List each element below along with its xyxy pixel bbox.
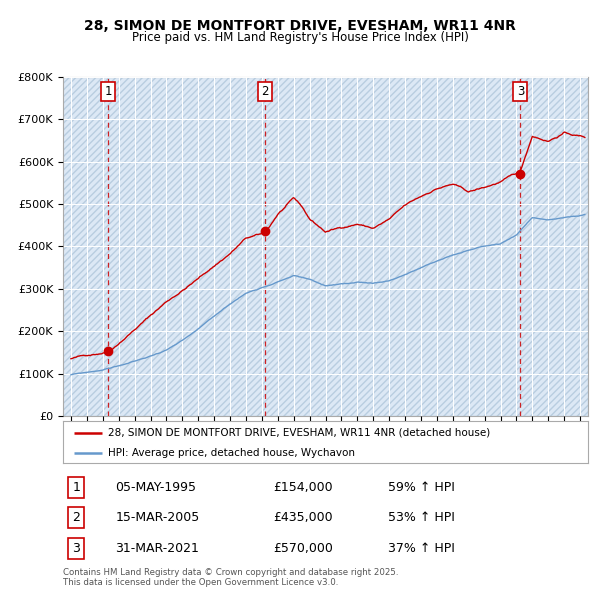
Text: £570,000: £570,000 (273, 542, 333, 555)
Text: 53% ↑ HPI: 53% ↑ HPI (389, 512, 455, 525)
Text: 3: 3 (517, 85, 524, 98)
Text: 1: 1 (72, 481, 80, 494)
Text: 28, SIMON DE MONTFORT DRIVE, EVESHAM, WR11 4NR: 28, SIMON DE MONTFORT DRIVE, EVESHAM, WR… (84, 19, 516, 33)
Text: Price paid vs. HM Land Registry's House Price Index (HPI): Price paid vs. HM Land Registry's House … (131, 31, 469, 44)
Text: Contains HM Land Registry data © Crown copyright and database right 2025.
This d: Contains HM Land Registry data © Crown c… (63, 568, 398, 587)
Text: 28, SIMON DE MONTFORT DRIVE, EVESHAM, WR11 4NR (detached house): 28, SIMON DE MONTFORT DRIVE, EVESHAM, WR… (107, 428, 490, 438)
Text: 05-MAY-1995: 05-MAY-1995 (115, 481, 197, 494)
Text: 2: 2 (72, 512, 80, 525)
Text: HPI: Average price, detached house, Wychavon: HPI: Average price, detached house, Wych… (107, 448, 355, 457)
Text: 31-MAR-2021: 31-MAR-2021 (115, 542, 199, 555)
Bar (63, 77, 588, 416)
Text: 59% ↑ HPI: 59% ↑ HPI (389, 481, 455, 494)
Text: 37% ↑ HPI: 37% ↑ HPI (389, 542, 455, 555)
Text: 3: 3 (72, 542, 80, 555)
Text: 15-MAR-2005: 15-MAR-2005 (115, 512, 200, 525)
Text: 2: 2 (262, 85, 269, 98)
Text: 1: 1 (104, 85, 112, 98)
Text: £435,000: £435,000 (273, 512, 332, 525)
Text: £154,000: £154,000 (273, 481, 332, 494)
